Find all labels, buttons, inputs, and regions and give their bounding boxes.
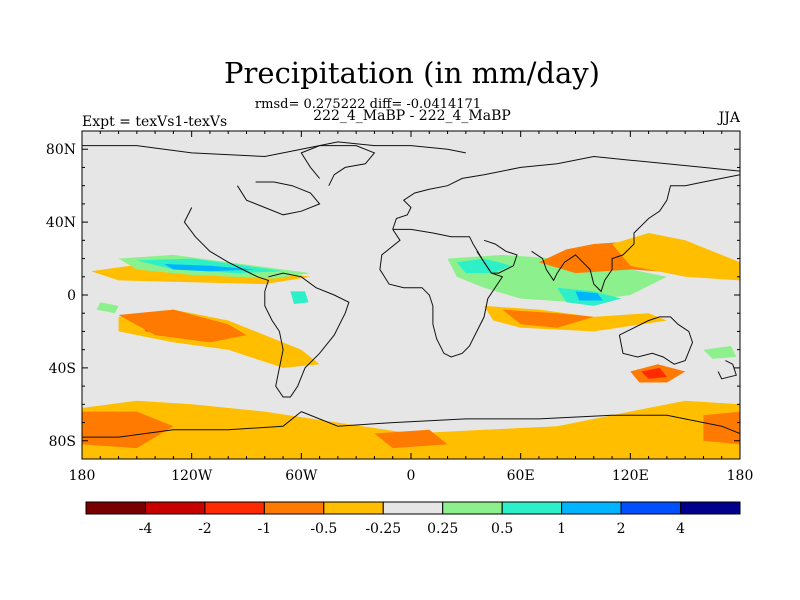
coastline-7: [618, 316, 694, 365]
y-tick-label: 80N: [46, 142, 76, 158]
x-tick-label: 180: [69, 468, 96, 484]
coastline-3: [379, 228, 504, 358]
coastline-10: [82, 411, 302, 438]
anomaly-region-north-pacific-itcz-blue: [164, 264, 256, 272]
season-label: JJA: [717, 110, 741, 126]
anomaly-region-southeast-pacific-red: [641, 367, 667, 379]
anomaly-region-south-ocean-orange-mid: [374, 429, 448, 449]
coastline-6: [531, 174, 740, 293]
colorbar-box: [382, 501, 444, 515]
colorbar-label: 2: [617, 521, 626, 537]
anomaly-region-bay-of-bengal-blue: [575, 291, 603, 301]
coastline-4: [392, 155, 740, 230]
coastline-8: [717, 360, 737, 380]
x-tick-label: 180: [727, 468, 754, 484]
case-line: 222_4_MaBP - 222_4_MaBP: [313, 108, 511, 124]
chart-title: Precipitation (in mm/day): [224, 56, 600, 90]
anomaly-region-south-pacific-dry-band: [82, 400, 740, 459]
colorbar-label: -0.5: [310, 521, 337, 537]
colorbar-box: [680, 501, 741, 515]
y-tick-label: 0: [67, 288, 76, 304]
colorbar-label: 4: [676, 521, 685, 537]
colorbar-box: [263, 501, 325, 515]
coastline-11: [300, 145, 376, 186]
colorbar-box: [144, 501, 206, 515]
x-tick-label: 60E: [507, 468, 535, 484]
colorbar-label: -2: [198, 521, 212, 537]
colorbar-label: -0.25: [365, 521, 401, 537]
colorbar-box: [85, 501, 146, 515]
colorbar-label: 1: [557, 521, 566, 537]
colorbar-box: [323, 501, 384, 515]
anomaly-region-south-ocean-orange-west: [82, 411, 174, 449]
coastline-5: [476, 239, 518, 274]
colorbar: -4 -2 -1 -0.5 -0.25 0.25 0.5 1 2 4: [85, 501, 741, 537]
anomaly-region-south-asia-yellow: [612, 233, 740, 281]
y-tick-label: 40S: [49, 361, 76, 377]
colorbar-box: [442, 501, 503, 515]
colorbar-label: -1: [258, 521, 272, 537]
anomaly-region-arabian-cyan: [456, 258, 512, 274]
colorbar-label: -4: [139, 521, 153, 537]
anomaly-region-indian-ocean-orange: [502, 309, 594, 328]
colorbar-label: 0.25: [427, 521, 458, 537]
colorbar-box: [501, 501, 563, 515]
x-tick-label: 0: [407, 468, 416, 484]
anomaly-region-central-america-spot: [290, 291, 309, 305]
x-tick-label: 60W: [285, 468, 318, 484]
y-axis: 80N 40N 0 40S 80S: [46, 130, 740, 460]
y-tick-label: 40N: [46, 215, 76, 231]
colorbar-label: 0.5: [491, 521, 513, 537]
x-axis: 180 120W 60W 0 60E 120E 180: [69, 131, 754, 484]
colorbar-box: [204, 501, 265, 515]
colorbar-box: [620, 501, 682, 515]
anomaly-region-south-pacific-orange: [118, 309, 247, 343]
anomaly-region-south-ocean-orange-east: [703, 411, 740, 445]
colorbar-box: [561, 501, 622, 515]
coastline-1: [236, 181, 321, 216]
map-plot-area: [82, 131, 740, 459]
stats-line: rmsd= 0.275222 diff= -0.0414171: [255, 97, 481, 112]
experiment-label: Expt = texVs1-texVs: [82, 114, 227, 130]
x-tick-label: 120W: [171, 468, 213, 484]
anomaly-region-atlantic-green-spot: [96, 302, 119, 314]
coastline-2: [183, 207, 350, 398]
x-tick-label: 120E: [612, 468, 649, 484]
anomaly-region-australia-south-green: [703, 346, 737, 359]
y-tick-label: 80S: [49, 434, 76, 450]
coastline-9: [301, 411, 740, 434]
